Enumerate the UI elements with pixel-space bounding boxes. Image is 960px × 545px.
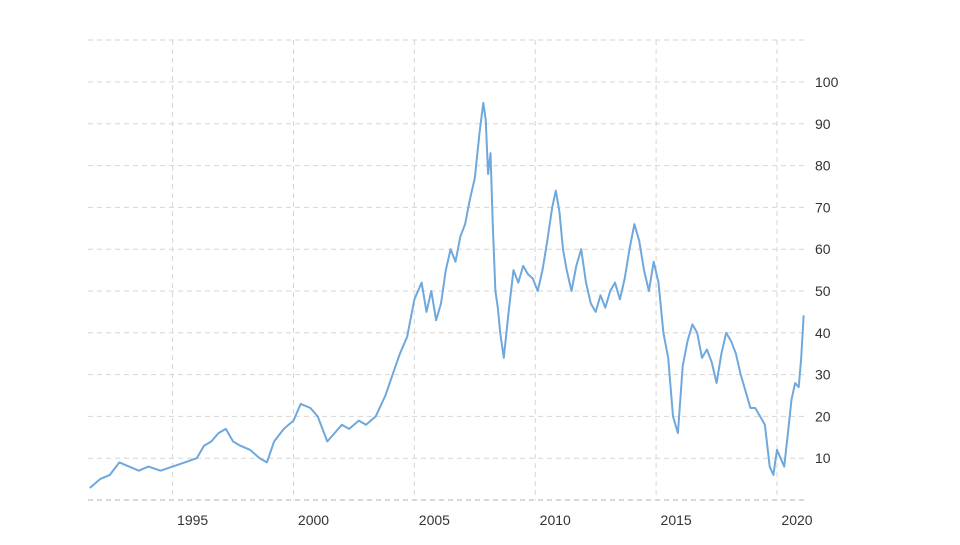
x-tick-label: 1995 (177, 512, 208, 528)
y-tick-label: 100 (815, 74, 839, 90)
x-tick-label: 2005 (419, 512, 450, 528)
x-tick-label: 2015 (661, 512, 692, 528)
y-tick-label: 10 (815, 450, 831, 466)
x-tick-label: 2020 (781, 512, 812, 528)
y-tick-label: 40 (815, 325, 831, 341)
x-tick-label: 2000 (298, 512, 329, 528)
y-tick-label: 30 (815, 367, 831, 383)
y-tick-label: 60 (815, 241, 831, 257)
y-tick-labels: 10 20 30 40 50 60 70 80 90 100 (815, 74, 839, 466)
y-tick-label: 80 (815, 158, 831, 174)
grid-layer (88, 39, 806, 501)
series-layer (89, 101, 805, 489)
y-tick-label: 50 (815, 283, 831, 299)
y-tick-label: 20 (815, 408, 831, 424)
x-tick-label: 2010 (540, 512, 571, 528)
x-tick-labels: 1995 2000 2005 2010 2015 2020 (177, 512, 813, 528)
series-line-0 (89, 101, 805, 489)
y-tick-label: 90 (815, 116, 831, 132)
y-tick-label: 70 (815, 199, 831, 215)
